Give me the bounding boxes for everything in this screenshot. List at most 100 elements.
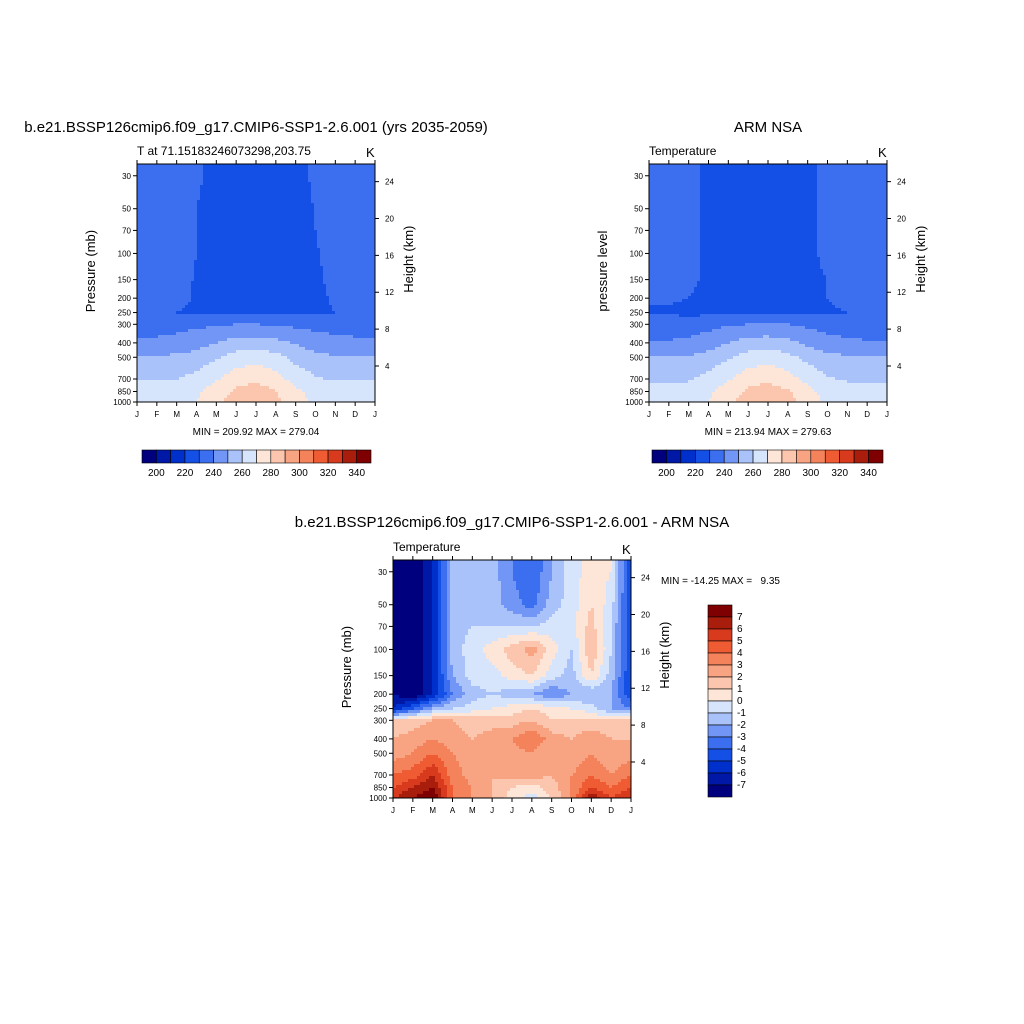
y-axis-title: Pressure (mb) xyxy=(83,230,98,312)
colorbar-box xyxy=(342,449,357,464)
colorbar-label: 260 xyxy=(745,468,762,479)
x-tick-label: J xyxy=(746,410,750,419)
contour-fill xyxy=(137,164,376,403)
colorbar-box xyxy=(707,664,733,678)
colorbar-box xyxy=(707,784,733,798)
y-tick-label: 850 xyxy=(630,388,644,397)
y2-tick-label: 12 xyxy=(897,288,906,297)
y-tick-label: 700 xyxy=(630,375,644,384)
colorbar-box xyxy=(666,449,682,464)
y2-tick-label: 20 xyxy=(641,611,650,620)
y2-tick-label: 16 xyxy=(897,251,906,260)
x-tick-label: J xyxy=(629,806,633,815)
y-tick-label: 150 xyxy=(374,672,388,681)
colorbar-box xyxy=(707,688,733,702)
colorbar-box xyxy=(868,449,884,464)
colorbar-box xyxy=(839,449,855,464)
y-tick-label: 50 xyxy=(634,205,643,214)
y2-tick-label: 12 xyxy=(385,288,394,297)
y2-axis-title: Height (km) xyxy=(913,226,928,293)
y2-tick-label: 16 xyxy=(385,251,394,260)
y2-tick-label: 4 xyxy=(641,758,646,767)
y-tick-label: 30 xyxy=(634,172,643,181)
x-tick-label: A xyxy=(194,410,200,419)
colorbar-box xyxy=(707,724,733,738)
colorbar-label: 340 xyxy=(860,468,877,479)
colorbar-label: -1 xyxy=(737,708,746,719)
y-tick-label: 700 xyxy=(118,375,132,384)
y-tick-label: 200 xyxy=(118,294,132,303)
x-tick-label: M xyxy=(469,806,476,815)
colorbar-box xyxy=(170,449,186,464)
y-tick-label: 30 xyxy=(378,568,387,577)
colorbar-label: 280 xyxy=(262,468,279,479)
colorbar-label: 320 xyxy=(320,468,337,479)
contour-fill xyxy=(649,164,888,403)
colorbar-box xyxy=(213,449,229,464)
colorbar-label: 280 xyxy=(774,468,791,479)
y2-tick-label: 24 xyxy=(641,574,650,583)
colorbar-box xyxy=(299,449,315,464)
colorbar-box xyxy=(707,652,733,666)
colorbar-box xyxy=(695,449,711,464)
x-tick-label: J xyxy=(510,806,514,815)
y-tick-label: 1000 xyxy=(113,398,131,407)
y-tick-label: 1000 xyxy=(625,398,643,407)
y-tick-label: 200 xyxy=(630,294,644,303)
y-axis-title: pressure level xyxy=(595,231,610,312)
colorbar-box xyxy=(781,449,797,464)
panel-obs-minmax: MIN = 213.94 MAX = 279.63 xyxy=(705,427,832,438)
colorbar-label: -5 xyxy=(737,756,746,767)
panel-diff-left-label: Temperature xyxy=(393,540,461,554)
y-tick-label: 150 xyxy=(630,276,644,285)
colorbar-box xyxy=(707,772,733,786)
y-tick-label: 250 xyxy=(374,705,388,714)
y2-tick-label: 20 xyxy=(385,215,394,224)
x-tick-label: N xyxy=(844,410,850,419)
y2-tick-label: 24 xyxy=(897,178,906,187)
colorbar-label: 5 xyxy=(737,636,743,647)
colorbar-box xyxy=(707,700,733,714)
y-tick-label: 200 xyxy=(374,690,388,699)
y2-tick-label: 16 xyxy=(641,647,650,656)
y-tick-label: 300 xyxy=(630,320,644,329)
colorbar-box xyxy=(723,449,739,464)
colorbar-label: 7 xyxy=(737,612,743,623)
y-axis-title: Pressure (mb) xyxy=(339,626,354,708)
colorbar-label: -2 xyxy=(737,720,746,731)
x-tick-label: J xyxy=(885,410,889,419)
colorbar-box xyxy=(707,640,733,654)
colorbar-box xyxy=(327,449,343,464)
colorbar-box xyxy=(707,736,733,750)
panel-diff-units-label: K xyxy=(622,542,631,557)
x-tick-label: F xyxy=(666,410,671,419)
x-tick-label: S xyxy=(805,410,810,419)
y-tick-label: 150 xyxy=(118,276,132,285)
colorbar-label: 1 xyxy=(737,684,743,695)
y-tick-label: 70 xyxy=(122,226,131,235)
contour-fill xyxy=(393,560,632,799)
x-tick-label: J xyxy=(391,806,395,815)
y-tick-label: 300 xyxy=(374,716,388,725)
colorbar-label: 6 xyxy=(737,624,743,635)
y-tick-label: 500 xyxy=(630,353,644,362)
colorbar-box xyxy=(752,449,768,464)
panel-model-minmax: MIN = 209.92 MAX = 279.04 xyxy=(193,427,320,438)
y-tick-label: 50 xyxy=(122,205,131,214)
y2-tick-label: 12 xyxy=(641,684,650,693)
x-tick-label: M xyxy=(725,410,732,419)
colorbar-box xyxy=(767,449,783,464)
colorbar-label: -4 xyxy=(737,744,746,755)
colorbar-label: -7 xyxy=(737,780,746,791)
x-tick-label: M xyxy=(429,806,436,815)
y-tick-label: 50 xyxy=(378,601,387,610)
colorbar-label: 340 xyxy=(348,468,365,479)
colorbar-box xyxy=(198,449,214,464)
panel-diff-title: b.e21.BSSP126cmip6.f09_g17.CMIP6-SSP1-2.… xyxy=(295,514,729,531)
colorbar-box xyxy=(709,449,725,464)
colorbar-box xyxy=(156,449,171,464)
panel-obs-title: ARM NSA xyxy=(734,119,802,136)
panel-model-title: b.e21.BSSP126cmip6.f09_g17.CMIP6-SSP1-2.… xyxy=(24,119,488,136)
colorbar-box xyxy=(824,449,840,464)
